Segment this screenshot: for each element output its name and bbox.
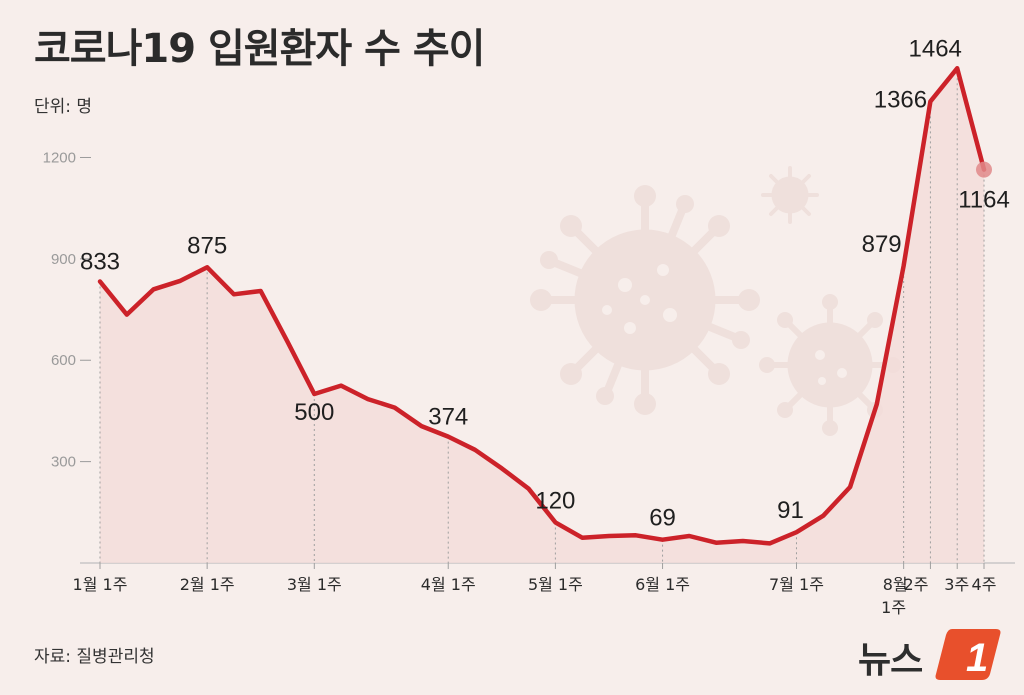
y-tick-label: 600 [51,352,76,369]
x-tick-label: 5월 1주 [528,575,583,594]
news1-logo: 뉴스 1 [858,625,1008,685]
data-label: 879 [862,231,902,258]
x-tick-label: 4월 1주 [421,575,476,594]
data-label: 91 [777,497,804,524]
x-tick-label: 2월 1주 [180,575,235,594]
x-tick-label: 6월 1주 [635,575,690,594]
last-point-marker [976,161,992,178]
x-tick-label: 1월 1주 [73,575,128,594]
y-tick-label: 300 [51,454,76,471]
virus-icon [530,166,901,436]
data-label: 1164 [958,187,1010,214]
x-tick-label: 8월 [883,575,908,594]
data-label: 120 [535,487,575,514]
logo-badge-icon: 1 [935,629,1001,680]
x-tick-label: 3월 1주 [287,575,342,594]
y-tick-label: 1200 [43,149,76,166]
x-tick-label: 7월 1주 [769,575,824,594]
y-tick-label: 900 [51,251,76,268]
x-tick-label: 3주 [944,575,969,594]
page-title: 코로나19 입원환자 수 추이 [34,26,485,72]
logo-mark: 1 [966,636,988,680]
area-fill [100,68,984,564]
data-label: 1366 [874,86,927,113]
logo-text: 뉴스 [858,640,923,681]
unit-label: 단위: 명 [34,97,93,117]
data-label: 833 [80,249,120,276]
data-label: 374 [428,404,468,431]
data-label: 875 [187,232,227,259]
data-label: 500 [294,399,334,426]
x-tick-label: 1주 [881,598,906,617]
data-label: 69 [649,505,676,532]
x-tick-label: 2주 [904,575,929,594]
x-tick-label: 4주 [972,575,997,594]
series-line [97,66,987,546]
data-label: 1464 [909,35,962,62]
source-label: 자료: 질병관리청 [34,647,155,667]
